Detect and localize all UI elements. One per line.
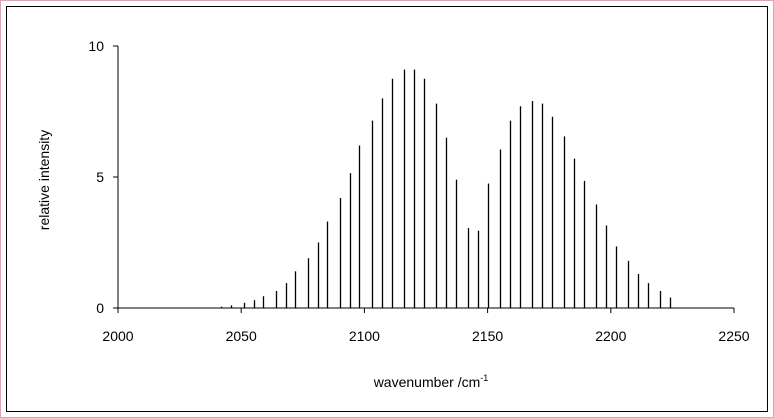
x-tick-label: 2050 (226, 328, 257, 344)
chart-area: 0 5 10 2000 2050 2100 2150 2200 2250 relative i… (6, 6, 768, 412)
x-axis-label-superscript: -1 (480, 373, 488, 383)
y-tick-label: 5 (96, 169, 104, 185)
x-axis-label: wavenumber /cm-1 (373, 373, 489, 390)
x-tick-label: 2150 (472, 328, 503, 344)
x-tick-label: 2000 (102, 328, 133, 344)
x-axis-label-text: wavenumber /cm (373, 374, 481, 390)
y-axis: 0 5 10 (88, 38, 119, 316)
y-axis-label: relative intensity (36, 130, 52, 230)
spectrum-chart: 0 5 10 2000 2050 2100 2150 2200 2250 relative i… (36, 38, 750, 390)
x-tick-label: 2200 (595, 328, 626, 344)
spectrum-bars (211, 69, 672, 308)
x-tick-label: 2250 (718, 328, 749, 344)
x-axis: 2000 2050 2100 2150 2200 2250 (102, 307, 750, 344)
x-tick-label: 2100 (349, 328, 380, 344)
y-tick-label: 0 (96, 300, 104, 316)
y-tick-label: 10 (88, 38, 104, 54)
